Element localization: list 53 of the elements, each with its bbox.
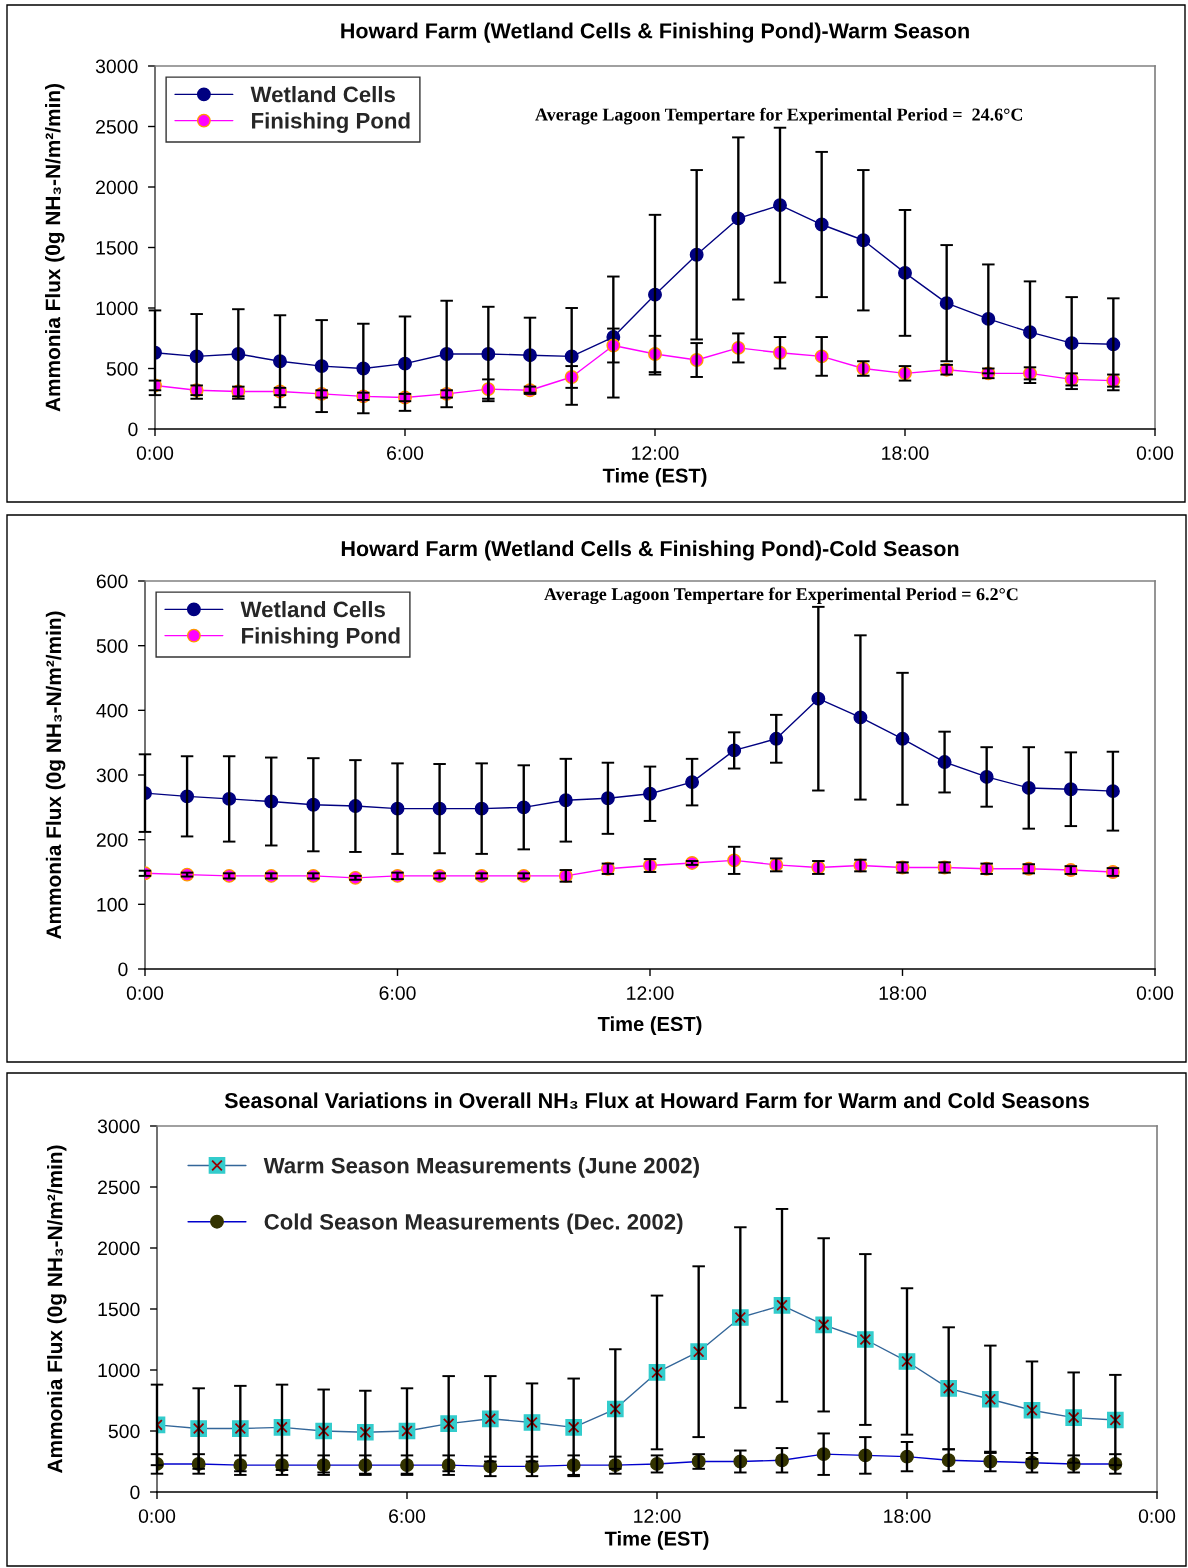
y-axis-title: Ammonia Flux (0g NH₃-N/m²/min): [45, 83, 65, 412]
y-tick-label: 300: [96, 768, 128, 783]
y-tick-label: 2500: [98, 1180, 140, 1195]
x-tick-label: 12:00: [632, 446, 679, 460]
x-tick-label: 0:00: [136, 446, 174, 460]
x-tick-label: 0:00: [1136, 446, 1174, 460]
y-tick-label: 1000: [98, 1363, 140, 1378]
x-tick-label: 12:00: [634, 1509, 681, 1523]
y-tick-label: 500: [96, 639, 128, 653]
annotation: Average Lagoon Tempertare for Experimental Period = 6.2°C: [544, 587, 1018, 605]
y-tick-label: 400: [96, 703, 128, 718]
y-tick-label: 0: [118, 962, 128, 977]
chart-title: Howard Farm (Wetland Cells & Finishing Pond)-Cold Season: [341, 540, 959, 561]
legend-label: Warm Season Measurements (June 2002): [263, 1157, 699, 1178]
legend-label: Cold Season Measurements (Dec. 2002): [264, 1213, 683, 1235]
y-tick-label: 2000: [96, 180, 138, 195]
y-tick-label: 500: [108, 1424, 140, 1439]
x-tick-label: 0:00: [138, 1509, 176, 1523]
x-tick-label: 18:00: [884, 1509, 931, 1523]
y-tick-label: 1500: [96, 240, 138, 255]
x-tick-label: 18:00: [879, 986, 927, 1000]
y-axis-title: Ammonia Flux (0g NH₃-N/m²/min): [47, 1145, 67, 1474]
y-tick-label: 1500: [98, 1302, 140, 1317]
x-tick-label: 6:00: [379, 986, 416, 1000]
y-tick-label: 2000: [98, 1241, 140, 1256]
x-axis-title: Time (EST): [597, 1016, 702, 1036]
x-tick-label: 6:00: [387, 446, 424, 460]
legend-label: Finishing Pond: [242, 627, 400, 649]
x-tick-label: 6:00: [389, 1509, 426, 1523]
x-tick-label: 12:00: [627, 986, 674, 1000]
x-tick-label: 0:00: [126, 986, 164, 1000]
y-tick-label: 200: [96, 833, 128, 847]
y-tick-label: 0: [128, 422, 138, 437]
x-tick-label: 18:00: [882, 446, 929, 460]
y-tick-label: 500: [106, 361, 138, 376]
legend-label: Wetland Cells: [250, 86, 395, 103]
y-tick-label: 3000: [95, 59, 138, 74]
x-axis-title: Time (EST): [604, 1530, 709, 1550]
y-axis-title: Ammonia Flux (0g NH₃-N/m²/min): [45, 611, 66, 940]
annotation: Average Lagoon Tempertare for Experimental Period = 24.6°C: [535, 107, 1023, 125]
y-tick-label: 2500: [96, 119, 138, 134]
chart-title: Seasonal Variations in Overall NH₃ Flux at Howard Farm for Warm and Cold Seasons: [224, 1092, 1089, 1109]
y-tick-label: 0: [130, 1485, 140, 1500]
legend-label: Wetland Cells: [240, 601, 385, 618]
x-axis-title: Time (EST): [602, 467, 707, 487]
y-tick-label: 1000: [96, 301, 138, 316]
y-tick-label: 600: [96, 574, 128, 589]
chart-title: Howard Farm (Wetland Cells & Finishing Pond)-Warm Season: [341, 22, 969, 43]
y-tick-label: 3000: [97, 1119, 140, 1134]
x-tick-label: 0:00: [1136, 986, 1174, 1000]
y-tick-label: 100: [97, 897, 128, 912]
legend-label: Finishing Pond: [252, 112, 410, 134]
x-tick-label: 0:00: [1138, 1509, 1176, 1523]
